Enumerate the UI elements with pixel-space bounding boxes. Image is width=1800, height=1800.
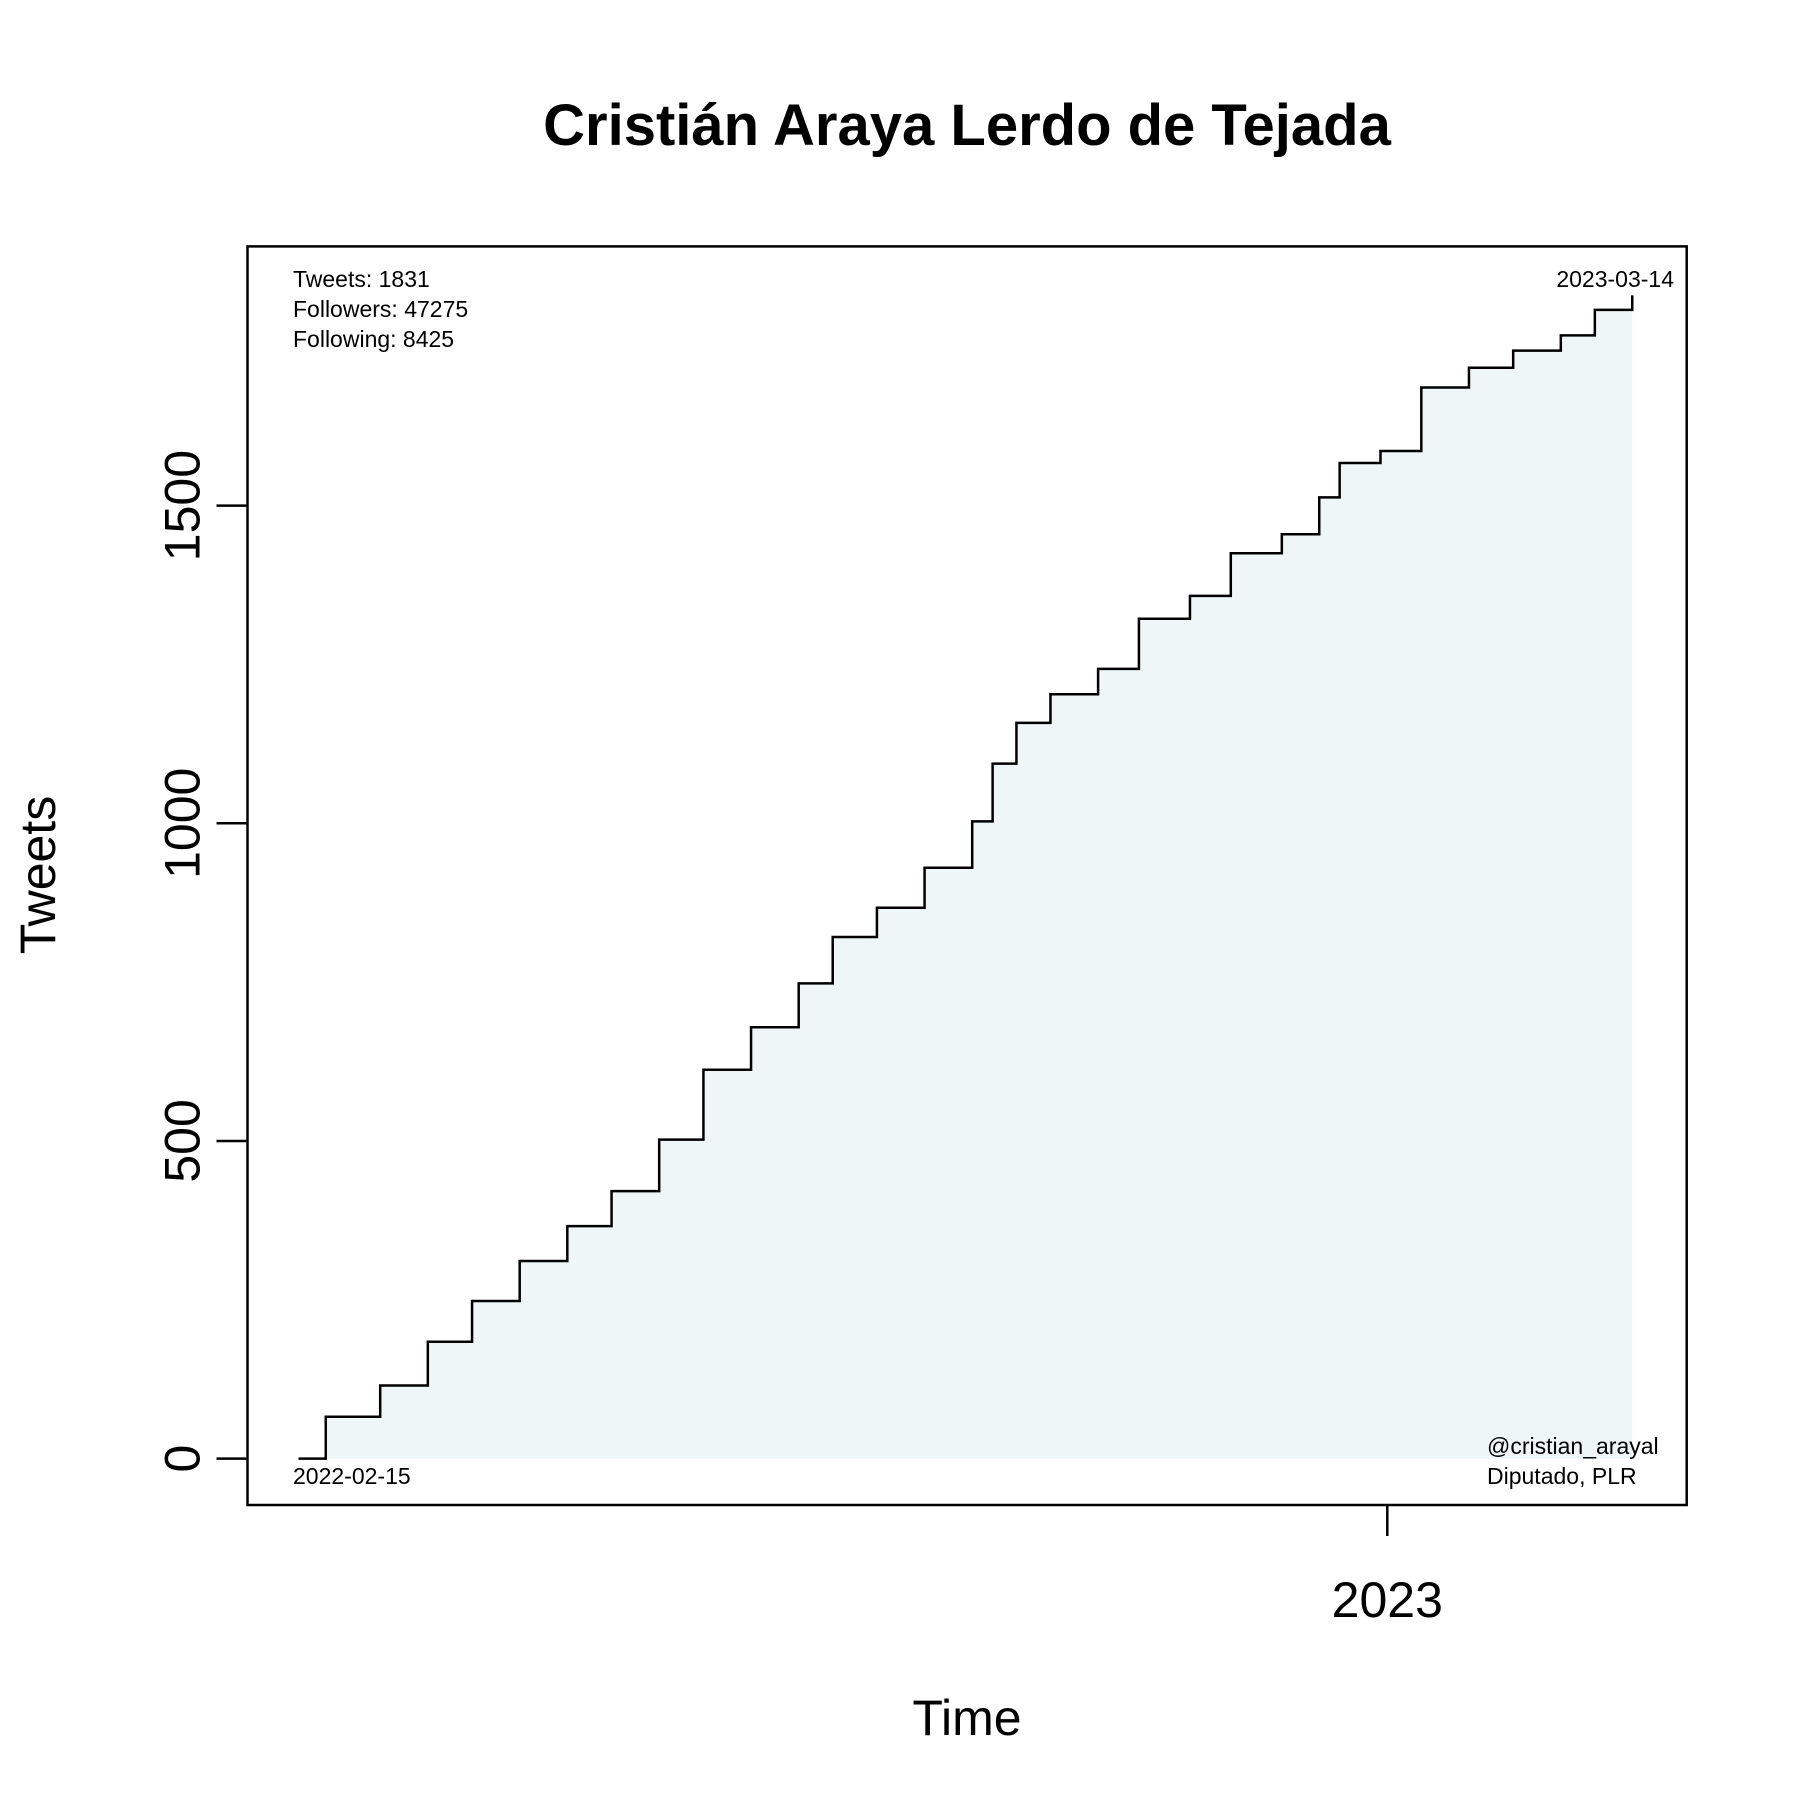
y-tick-label: 1000 [155,768,211,879]
plot-frame [246,245,1688,1507]
y-axis-label: Tweets [10,796,66,954]
stat-annotation: Followers: 47275 [293,296,468,322]
y-tick-label: 1500 [155,450,211,561]
line [298,295,1634,1460]
start-date: 2022-02-15 [293,1463,411,1489]
y-tick-label: 500 [155,1099,211,1182]
account-annotation: Diputado, PLR [1487,1463,1637,1489]
y-tick-label: 0 [155,1445,211,1473]
stat-annotation: Tweets: 1831 [293,266,430,292]
end-date: 2023-03-14 [1556,266,1674,292]
x-tick-label: 2023 [1332,1572,1443,1628]
account-annotation: @cristian_arayal [1487,1433,1659,1459]
area [298,295,1633,1459]
chart-title: Cristián Araya Lerdo de Tejada [543,93,1391,158]
stat-annotation: Following: 8425 [293,326,454,352]
x-axis-label: Time [912,1690,1021,1746]
